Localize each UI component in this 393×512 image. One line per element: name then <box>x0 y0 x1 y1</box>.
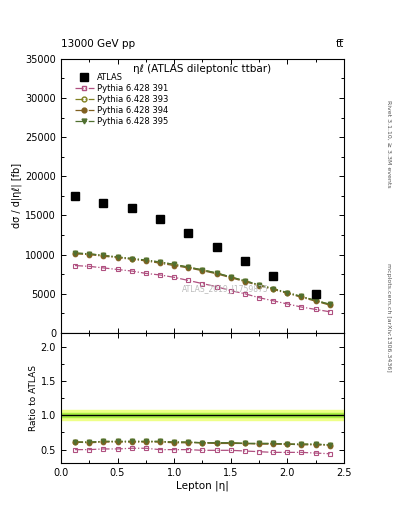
Text: tt̅: tt̅ <box>336 38 344 49</box>
Bar <box>61 411 344 420</box>
Bar <box>61 413 344 417</box>
X-axis label: Lepton |η|: Lepton |η| <box>176 481 229 492</box>
Text: ηℓ (ATLAS dileptonic ttbar): ηℓ (ATLAS dileptonic ttbar) <box>133 65 272 74</box>
Text: 13000 GeV pp: 13000 GeV pp <box>61 38 135 49</box>
Y-axis label: Ratio to ATLAS: Ratio to ATLAS <box>29 365 38 431</box>
Y-axis label: dσ / d|ηℓ| [fb]: dσ / d|ηℓ| [fb] <box>12 163 22 228</box>
Text: Rivet 3.1.10, ≥ 3.3M events: Rivet 3.1.10, ≥ 3.3M events <box>386 99 391 187</box>
Text: mcplots.cern.ch [arXiv:1306.3436]: mcplots.cern.ch [arXiv:1306.3436] <box>386 263 391 372</box>
Text: ATLAS_2019_I1759875: ATLAS_2019_I1759875 <box>182 285 268 293</box>
Legend: ATLAS, Pythia 6.428 391, Pythia 6.428 393, Pythia 6.428 394, Pythia 6.428 395: ATLAS, Pythia 6.428 391, Pythia 6.428 39… <box>73 71 170 128</box>
